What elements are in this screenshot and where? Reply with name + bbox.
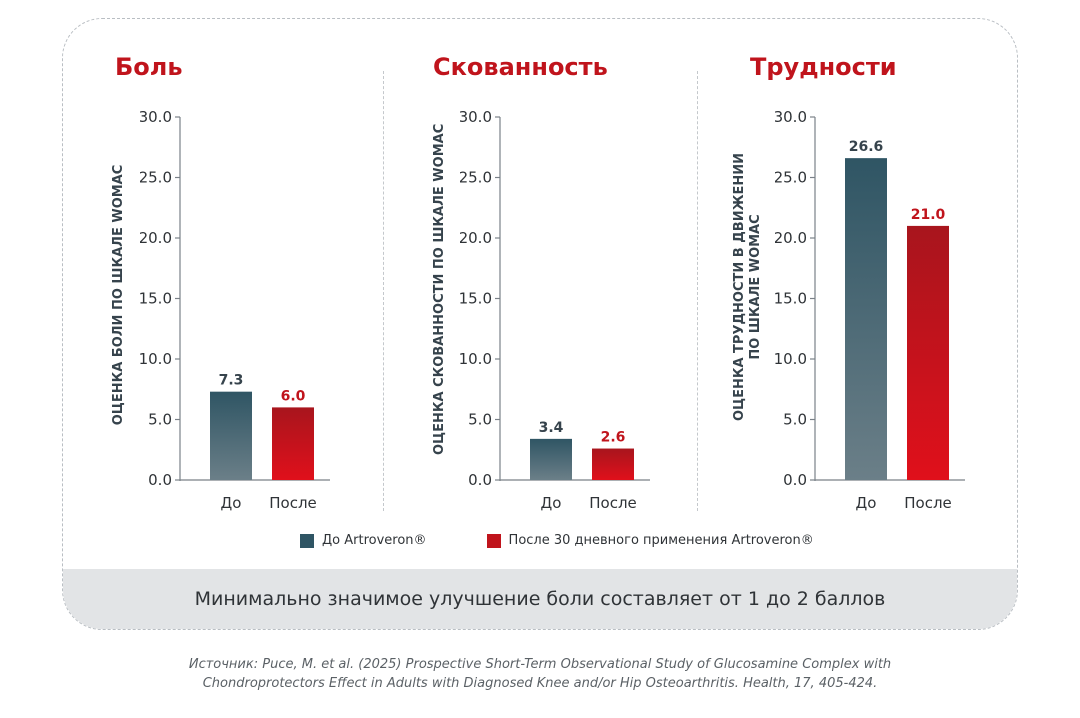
y-tick-label: 0.0 (468, 471, 492, 489)
legend-item-before: До Artroveron® (300, 533, 427, 548)
y-tick-label: 30.0 (775, 108, 807, 126)
ylabel-difficulty-line1: ОЦЕНКА ТРУДНОСТИ В ДВИЖЕНИИ (732, 152, 747, 422)
y-tick-label: 25.0 (140, 169, 172, 187)
chart-difficulty: 0.0 5.0 10.0 15.0 20.0 25.0 30.0 26.6 До 21.0 Посл… (775, 108, 965, 512)
chart-title-difficulty: Трудности (750, 53, 897, 81)
bar-value-label: 21.0 (911, 207, 946, 223)
y-tick-label: 15.0 (140, 290, 172, 308)
y-tick-label: 25.0 (775, 169, 807, 187)
bar-before (210, 391, 252, 480)
legend-swatch-before (300, 533, 314, 548)
x-category-label: До (221, 494, 242, 512)
bar-value-label: 3.4 (539, 420, 564, 436)
ylabel-pain: ОЦЕНКА БОЛИ ПО ШКАЛЕ WOMAC (111, 164, 126, 426)
footer-note: Минимально значимое улучшение боли соста… (63, 569, 1017, 629)
divider-2 (697, 71, 698, 511)
legend: До Artroveron® После 30 дневного примене… (300, 533, 814, 548)
bar-value-label: 2.6 (601, 430, 626, 446)
bar-value-label: 6.0 (281, 388, 306, 404)
chart-title-stiffness: Скованность (433, 53, 608, 81)
bar-after (592, 448, 634, 480)
bar-before (530, 438, 572, 480)
y-tick-label: 5.0 (148, 411, 172, 429)
legend-swatch-after (486, 533, 501, 548)
bar-after (907, 225, 949, 480)
bar-value-label: 26.6 (849, 139, 884, 155)
y-tick-label: 5.0 (468, 411, 492, 429)
ylabel-stiffness: ОЦЕНКА СКОВАННОСТИ ПО ШКАЛЕ WOMAC (432, 123, 447, 455)
source-citation: Источник: Puce, M. et al. (2025) Prospec… (0, 655, 1080, 693)
y-tick-label: 30.0 (460, 108, 492, 126)
chart-frame: Минимально значимое улучшение боли соста… (62, 18, 1018, 630)
bar-before (845, 158, 887, 480)
chart-pain: 0.0 5.0 10.0 15.0 20.0 25.0 30.0 7.3 До 6.0 После (140, 108, 330, 512)
y-tick-label: 30.0 (140, 108, 172, 126)
y-tick-label: 0.0 (783, 471, 807, 489)
y-tick-label: 15.0 (460, 290, 492, 308)
bar-value-label: 7.3 (219, 373, 244, 389)
legend-label-before: До Artroveron® (322, 533, 427, 548)
y-tick-label: 25.0 (460, 169, 492, 187)
legend-label-after: После 30 дневного применения Artroveron® (508, 533, 814, 548)
y-tick-label: 20.0 (775, 229, 807, 247)
ylabel-difficulty-line2: ПО ШКАЛЕ WOMAC (748, 214, 763, 360)
x-category-label: После (269, 494, 317, 512)
source-line-2: Chondroprotectors Effect in Adults with … (202, 676, 878, 691)
legend-item-after: После 30 дневного применения Artroveron® (486, 533, 814, 548)
y-tick-label: 15.0 (775, 290, 807, 308)
ylabel-difficulty: ОЦЕНКА ТРУДНОСТИ В ДВИЖЕНИИ ПО ШКАЛЕ WOM… (732, 137, 764, 437)
x-category-label: До (541, 494, 562, 512)
divider-1 (383, 71, 384, 511)
source-line-1: Источник: Puce, M. et al. (2025) Prospec… (188, 657, 892, 672)
y-tick-label: 20.0 (140, 229, 172, 247)
y-tick-label: 20.0 (460, 229, 492, 247)
chart-stiffness: 0.0 5.0 10.0 15.0 20.0 25.0 30.0 3.4 До 2.6 После (460, 108, 650, 512)
y-tick-label: 10.0 (775, 350, 807, 368)
x-category-label: После (589, 494, 637, 512)
x-category-label: После (904, 494, 952, 512)
y-tick-label: 10.0 (140, 350, 172, 368)
y-tick-label: 0.0 (148, 471, 172, 489)
y-tick-label: 5.0 (783, 411, 807, 429)
chart-title-pain: Боль (115, 53, 183, 81)
x-category-label: До (856, 494, 877, 512)
y-tick-label: 10.0 (460, 350, 492, 368)
bar-after (272, 407, 314, 480)
